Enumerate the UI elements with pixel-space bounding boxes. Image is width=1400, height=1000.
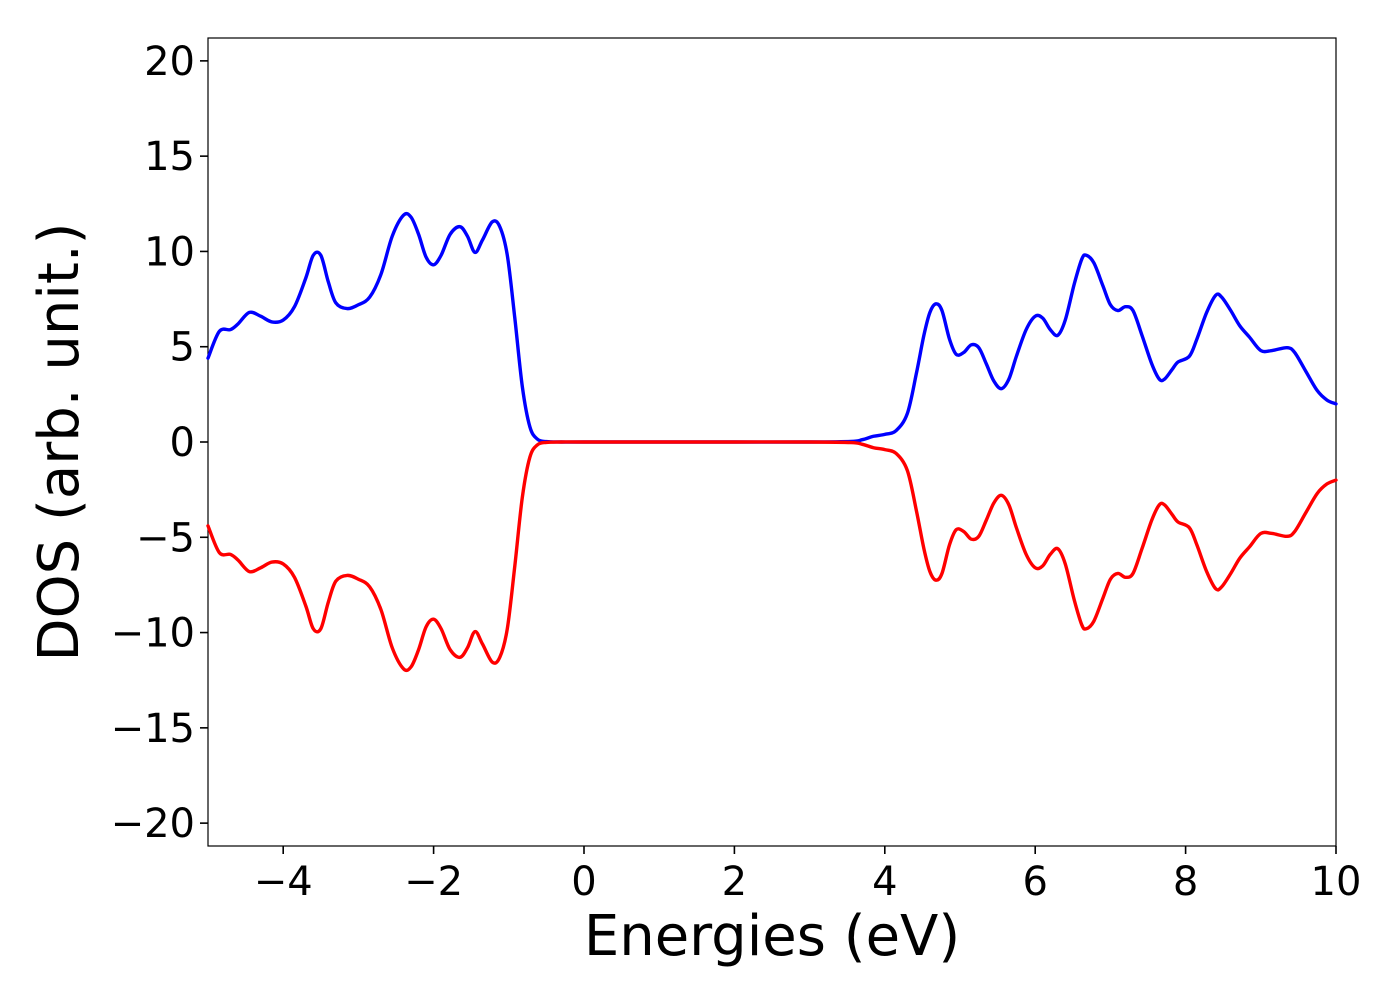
x-tick-label: 6 — [1022, 859, 1047, 905]
x-axis-title: Energies (eV) — [584, 904, 960, 969]
x-axis-ticks: −4 −2 0 2 4 6 8 10 — [254, 846, 1362, 905]
plot-area — [206, 37, 1338, 847]
y-tick-label: 15 — [144, 134, 195, 180]
x-tick-label: −4 — [254, 859, 313, 905]
x-tick-label: 0 — [571, 859, 596, 905]
y-tick-label: 10 — [144, 229, 195, 275]
y-tick-label: −10 — [111, 611, 195, 657]
y-tick-label: −15 — [111, 706, 195, 752]
x-tick-label: 8 — [1173, 859, 1198, 905]
x-tick-label: −2 — [404, 859, 463, 905]
y-tick-label: 20 — [144, 39, 195, 85]
dos-spin-down-line — [206, 440, 1338, 673]
x-tick-label: 2 — [722, 859, 747, 905]
y-tick-label: 0 — [170, 420, 195, 466]
y-tick-label: −5 — [136, 515, 195, 561]
y-axis-title: DOS (arb. unit.) — [27, 222, 92, 661]
dos-spin-up-line — [206, 211, 1338, 444]
y-axis-ticks: 20 15 10 5 0 −5 −10 −15 −20 — [111, 39, 208, 847]
y-tick-label: −20 — [111, 801, 195, 847]
x-tick-label: 10 — [1311, 859, 1362, 905]
y-tick-label: 5 — [170, 325, 195, 371]
x-tick-label: 4 — [872, 859, 897, 905]
series-layer — [206, 211, 1338, 673]
